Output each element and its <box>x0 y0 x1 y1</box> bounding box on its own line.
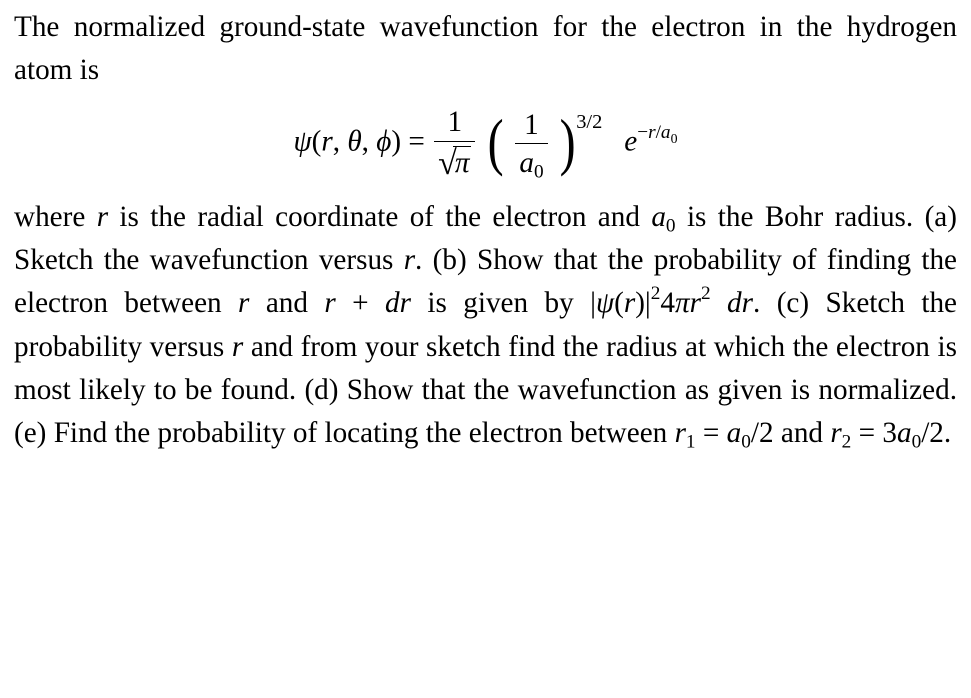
sub-0-3: 0 <box>912 431 922 452</box>
var-a-1: a <box>651 201 666 233</box>
fraction-1: 1 √π <box>434 106 475 182</box>
sqrt-arg-pi: π <box>455 147 470 179</box>
dr-r-1: r <box>400 287 411 319</box>
equals-sign: = <box>401 126 432 158</box>
var-r-2: r <box>404 244 415 276</box>
frac1-num: 1 <box>434 106 475 141</box>
problem-intro: The normalized ground-state wavefunction… <box>14 6 957 92</box>
sq-2: 2 <box>701 283 711 304</box>
exp-a-sub: 0 <box>671 133 678 147</box>
frac2-den-a: a <box>519 147 534 179</box>
psi-2: ψ <box>596 287 614 319</box>
args-close: ) <box>391 126 401 158</box>
sub-0-2: 0 <box>741 431 751 452</box>
outer-exponent: 3/2 <box>576 111 602 133</box>
exp-minus: − <box>637 122 648 143</box>
big-paren-open: ( <box>487 110 503 174</box>
text-given-by: is given by <box>411 287 590 319</box>
var-r-1: r <box>97 201 108 233</box>
e-exponent: −r/a0 <box>637 122 677 143</box>
var-r-9: r <box>830 417 841 449</box>
var-r-3: r <box>238 287 249 319</box>
sub-2: 2 <box>842 431 852 452</box>
frac2-num: 1 <box>515 109 547 144</box>
args-open: ( <box>312 126 322 158</box>
paren-open-2: ( <box>614 287 624 319</box>
arg-r: r <box>321 126 332 158</box>
three-1: 3 <box>882 417 897 449</box>
comma-2: , <box>362 126 377 158</box>
sqrt-symbol: √ <box>438 145 454 182</box>
var-r-7: r <box>232 331 243 363</box>
sub-1: 1 <box>686 431 696 452</box>
var-r-6: r <box>690 287 701 319</box>
dr-d-1: d <box>385 287 400 319</box>
big-paren-close: ) <box>560 110 576 174</box>
text-and-2: and <box>774 417 831 449</box>
half-2: /2 <box>921 417 944 449</box>
var-r-4: r <box>324 287 335 319</box>
final-period: . <box>944 417 951 449</box>
e-base: e <box>624 126 637 158</box>
text-radial: is the radial coordinate of the electron… <box>108 201 651 233</box>
paren-close-2: ) <box>635 287 645 319</box>
comma-1: , <box>333 126 348 158</box>
arg-theta: θ <box>347 126 361 158</box>
wavefunction-equation: ψ(r, θ, ϕ) = 1 √π ( 1 a0 )3/2 e−r/a0 <box>14 106 957 182</box>
var-a-3: a <box>897 417 912 449</box>
text-and-1: and <box>249 287 324 319</box>
psi-symbol: ψ <box>293 126 311 158</box>
fraction-2: 1 a0 <box>515 109 547 179</box>
pi-1: π <box>675 287 690 319</box>
frac2-den-sub: 0 <box>534 162 544 183</box>
frac1-den: √π <box>434 142 475 182</box>
exp-a: a <box>661 122 671 143</box>
sub-0-1: 0 <box>666 215 676 236</box>
eq-2: = <box>851 417 882 449</box>
var-a-2: a <box>727 417 742 449</box>
var-r-8: r <box>675 417 686 449</box>
var-r-5: r <box>624 287 635 319</box>
frac2-den: a0 <box>515 144 547 179</box>
four-1: 4 <box>660 287 675 319</box>
half-1: /2 <box>751 417 774 449</box>
sqrt-pi: √π <box>438 145 471 182</box>
exp-r: r <box>648 122 656 143</box>
problem-body: where r is the radial coordinate of the … <box>14 196 957 455</box>
dr-r-2: r <box>742 287 753 319</box>
dr-d-2: d <box>727 287 742 319</box>
arg-phi: ϕ <box>376 126 391 158</box>
text-where: where <box>14 201 97 233</box>
eq-1: = <box>696 417 727 449</box>
sq-1: 2 <box>651 283 661 304</box>
text-plus: + <box>336 287 385 319</box>
